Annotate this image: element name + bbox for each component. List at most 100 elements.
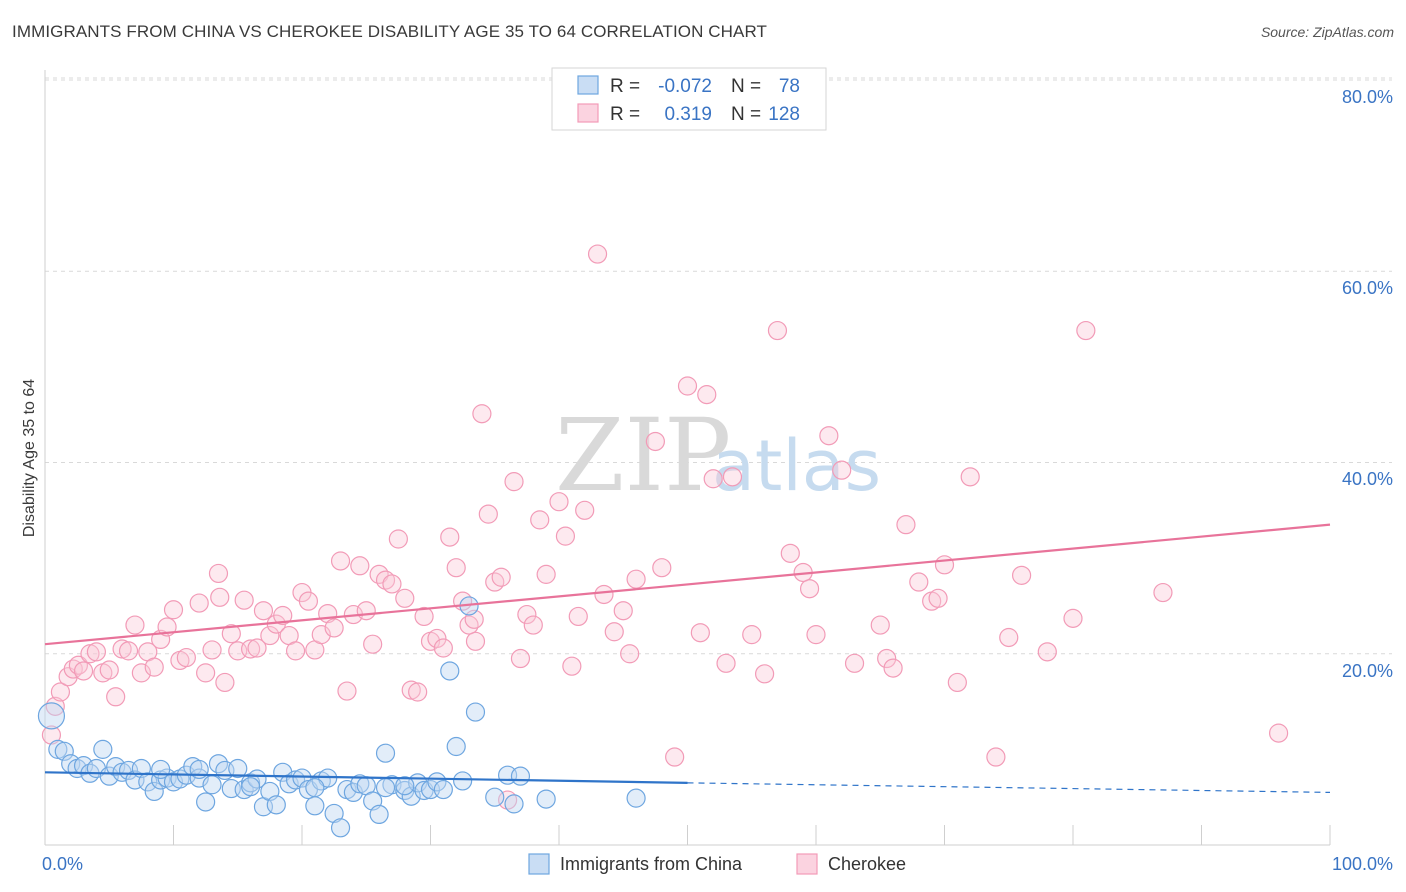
cherokee-point: [986, 747, 1006, 767]
china-point: [202, 775, 222, 795]
cherokee-point: [41, 725, 62, 745]
x-tick-label-min: 0.0%: [42, 854, 83, 874]
cherokee-point: [665, 747, 685, 767]
cherokee-point: [645, 431, 665, 452]
china-point: [369, 804, 389, 825]
cherokee-point: [883, 658, 903, 678]
cherokee-point: [221, 624, 241, 644]
china-points: [37, 596, 646, 838]
cherokee-point: [241, 639, 261, 659]
cherokee-point: [163, 600, 184, 620]
cherokee-point: [324, 618, 344, 638]
cherokee-point: [210, 587, 230, 607]
cherokee-point: [549, 492, 569, 512]
cherokee-point: [896, 515, 916, 535]
china-trend-extension: [687, 782, 1331, 794]
china-point: [433, 779, 453, 800]
cherokee-point: [947, 672, 967, 693]
cherokee-point: [215, 672, 235, 693]
cherokee-point: [440, 527, 460, 547]
china-point: [504, 794, 524, 814]
cherokee-point: [395, 588, 415, 608]
cherokee-trend-line: [44, 523, 1331, 646]
cherokee-point: [575, 500, 595, 520]
cherokee-point: [459, 615, 479, 635]
cherokee-point: [626, 569, 646, 589]
bottom-legend-swatch-cherokee: [796, 853, 818, 875]
cherokee-point: [285, 641, 306, 661]
cherokee-point: [208, 563, 229, 584]
cherokee-point: [767, 320, 788, 341]
china-point: [453, 771, 473, 791]
cherokee-point: [144, 657, 164, 677]
cherokee-point: [388, 529, 408, 549]
y-axis-label: Disability Age 35 to 64: [21, 379, 38, 537]
cherokee-point: [844, 653, 865, 673]
cherokee-point: [928, 588, 948, 608]
china-point: [305, 778, 325, 798]
china-point: [144, 781, 164, 802]
cherokee-point: [510, 648, 531, 669]
cherokee-point: [50, 682, 71, 702]
cherokee-point: [202, 640, 222, 660]
bottom-legend-swatch-china: [528, 853, 550, 875]
china-point: [305, 796, 325, 816]
y-tick-label-60: 60.0%: [1342, 278, 1393, 298]
cherokee-point: [754, 664, 775, 684]
legend-r-label-cherokee: R =: [610, 104, 640, 125]
china-point: [228, 758, 248, 779]
china-point: [375, 778, 396, 798]
cherokee-point: [68, 655, 89, 675]
china-point: [395, 776, 415, 796]
cherokee-point: [1153, 582, 1173, 603]
cherokee-points: [41, 244, 1289, 810]
cherokee-point: [877, 648, 897, 669]
cherokee-point: [491, 567, 511, 587]
watermark-atlas: atlas: [712, 425, 881, 507]
x-axis-ticks: [44, 825, 1331, 845]
trend-lines: [44, 523, 1331, 794]
cherokee-point: [247, 638, 267, 658]
cherokee-point: [806, 625, 826, 645]
gridlines: [45, 77, 1392, 655]
cherokee-point: [604, 622, 624, 642]
cherokee-point: [960, 467, 980, 487]
cherokee-point: [530, 510, 550, 530]
china-point: [99, 766, 119, 786]
cherokee-point: [189, 593, 209, 613]
china-point: [196, 792, 216, 812]
cherokee-point: [414, 606, 434, 627]
legend-swatch-cherokee: [577, 103, 599, 123]
china-point: [626, 788, 646, 808]
legend-r-label-china: R =: [610, 76, 640, 97]
source-credit: Source: ZipAtlas.com: [1260, 24, 1394, 40]
cherokee-point: [86, 642, 107, 662]
china-point: [510, 766, 531, 786]
legend-n-value-cherokee: 128: [768, 104, 800, 125]
cherokee-point: [427, 628, 447, 649]
china-point: [375, 743, 396, 763]
cherokee-point: [446, 558, 466, 578]
cherokee-point: [677, 376, 698, 396]
legend-n-label-china: N =: [731, 76, 761, 97]
china-point: [292, 768, 312, 788]
x-tick-label-max: 100.0%: [1332, 854, 1393, 874]
china-point: [440, 661, 460, 681]
y-tick-label-20: 20.0%: [1342, 661, 1393, 681]
cherokee-point: [253, 601, 274, 621]
china-trend-line: [44, 771, 688, 784]
bottom-legend-label-china: Immigrants from China: [560, 854, 743, 874]
cherokee-point: [298, 591, 319, 611]
china-point: [151, 759, 171, 780]
china-point: [330, 818, 351, 838]
cherokee-point: [1063, 608, 1083, 628]
china-point: [324, 803, 344, 824]
cherokee-point: [594, 584, 614, 605]
cherokee-point: [196, 663, 216, 683]
y-tick-label-80: 80.0%: [1342, 87, 1393, 107]
cherokee-point: [832, 460, 852, 480]
cherokee-point: [408, 682, 428, 702]
cherokee-point: [356, 601, 376, 621]
cherokee-point: [330, 551, 351, 571]
